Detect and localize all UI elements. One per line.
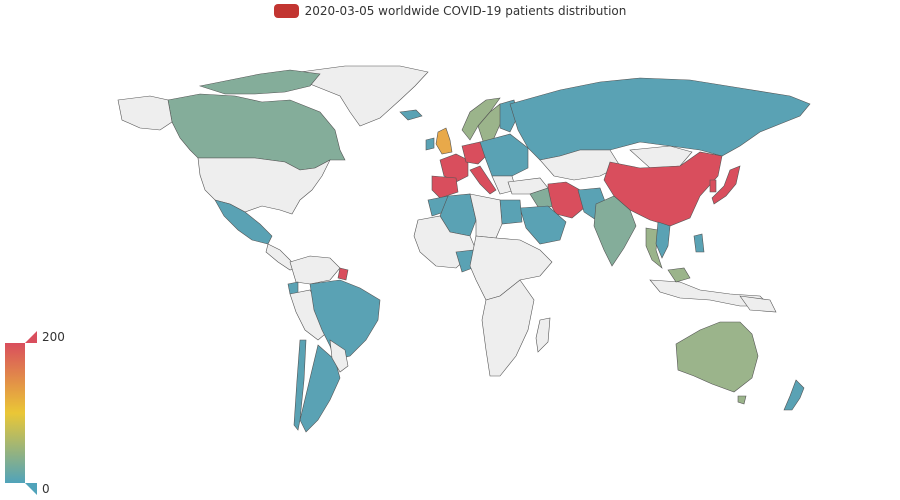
region-southern-africa[interactable] [481, 279, 535, 377]
country-brazil[interactable] [309, 279, 381, 361]
country-new-zealand[interactable] [783, 379, 805, 411]
country-french-guiana[interactable] [337, 267, 349, 281]
country-mongolia[interactable] [629, 145, 693, 169]
country-spain[interactable] [431, 175, 459, 199]
legend-swatch [273, 4, 299, 18]
region-northern-south-america[interactable] [289, 255, 341, 285]
country-united-kingdom[interactable] [435, 127, 453, 155]
legend-label: 2020-03-05 worldwide COVID-19 patients d… [304, 4, 627, 18]
country-italy[interactable] [469, 165, 497, 195]
country-canada-islands[interactable] [198, 69, 321, 95]
country-argentina[interactable] [299, 344, 341, 433]
visual-map-bar [5, 343, 25, 483]
country-germany[interactable] [461, 141, 487, 165]
country-south-korea[interactable] [709, 179, 717, 193]
region-tasmania[interactable] [737, 395, 747, 405]
country-chile[interactable] [293, 339, 307, 431]
country-philippines[interactable] [693, 233, 705, 253]
region-alaska[interactable] [117, 95, 173, 131]
country-malaysia[interactable] [667, 267, 691, 283]
visual-map[interactable] [5, 331, 37, 495]
visual-map-min-handle[interactable] [25, 483, 37, 495]
visual-map-max-label: 200 [42, 330, 65, 344]
region-north-africa[interactable] [469, 193, 503, 239]
country-saudi-arabia[interactable] [519, 205, 567, 245]
region-papua-new-guinea[interactable] [739, 295, 777, 313]
country-india[interactable] [593, 195, 637, 267]
visual-map-min-label: 0 [42, 482, 50, 496]
country-ecuador[interactable] [287, 281, 299, 295]
region-eastern-europe[interactable] [479, 133, 529, 177]
region-central-africa[interactable] [469, 235, 553, 301]
country-iceland[interactable] [399, 109, 423, 121]
visual-map-max-handle[interactable] [25, 331, 37, 343]
country-greenland[interactable] [299, 65, 429, 127]
region-paraguay-uruguay[interactable] [329, 339, 349, 373]
country-mexico[interactable] [214, 199, 273, 245]
country-ireland[interactable] [425, 137, 435, 151]
country-madagascar[interactable] [535, 317, 551, 353]
country-norway[interactable] [461, 97, 501, 141]
country-egypt[interactable] [499, 199, 523, 225]
legend[interactable]: 2020-03-05 worldwide COVID-19 patients d… [0, 4, 900, 18]
country-france[interactable] [439, 153, 469, 183]
country-australia[interactable] [675, 321, 759, 393]
country-japan[interactable] [711, 165, 741, 205]
country-united-states[interactable] [197, 157, 331, 215]
region-iraq[interactable] [529, 187, 553, 211]
region-southeast-asia[interactable] [655, 221, 671, 259]
